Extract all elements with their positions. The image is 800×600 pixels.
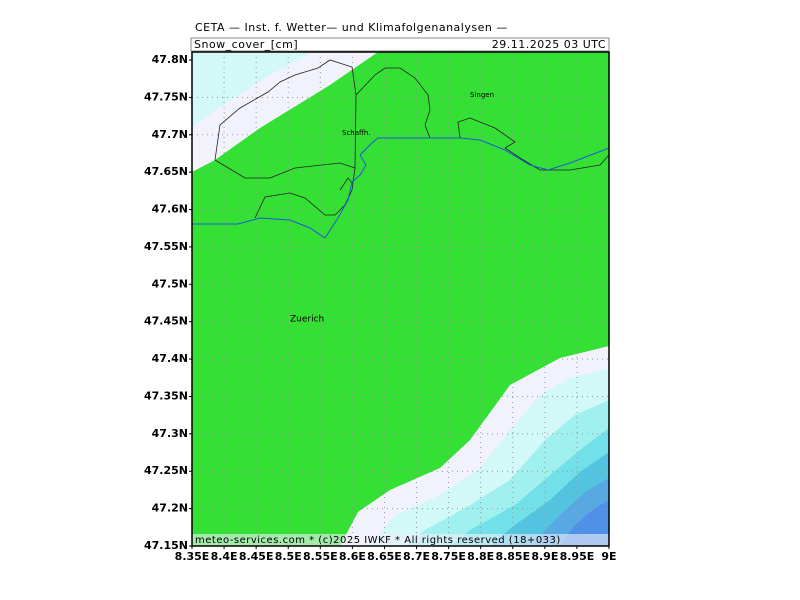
lon-label: 8.95E	[560, 550, 595, 563]
river-line	[192, 137, 610, 239]
lon-label: 8.8E	[467, 550, 494, 563]
lon-label: 8.7E	[403, 550, 430, 563]
lat-label: 47.65N	[144, 165, 188, 178]
snow-band-2	[192, 52, 312, 128]
place-label: Zuerich	[290, 315, 324, 325]
lat-label: 47.75N	[144, 90, 188, 103]
lat-label: 47.7N	[152, 128, 188, 141]
variable-label: Snow_cover_[cm]	[194, 38, 298, 51]
map-frame	[191, 51, 610, 547]
lon-label: 8.6E	[339, 550, 366, 563]
lat-label: 47.15N	[144, 539, 188, 552]
lon-label: 8.65E	[367, 550, 402, 563]
lat-label: 47.25N	[144, 464, 188, 477]
lon-label: 8.55E	[303, 550, 338, 563]
lat-label: 47.55N	[144, 240, 188, 253]
lon-label: 8.35E	[175, 550, 210, 563]
lat-label: 47.3N	[152, 427, 188, 440]
lat-label: 47.4N	[152, 352, 188, 365]
lon-label: 9E	[601, 550, 616, 563]
lat-label: 47.8N	[152, 53, 188, 66]
lon-label: 8.45E	[239, 550, 274, 563]
footer-text: meteo-services.com * (c)2025 IWKF * All …	[195, 535, 561, 546]
place-label: Schaffh.	[342, 129, 371, 137]
lon-label: 8.85E	[495, 550, 530, 563]
lon-label: 8.4E	[211, 550, 238, 563]
header-box	[190, 37, 610, 52]
lon-label: 8.9E	[531, 550, 558, 563]
lon-label: 8.5E	[275, 550, 302, 563]
lat-label: 47.6N	[152, 203, 188, 216]
lat-label: 47.35N	[144, 389, 188, 402]
lat-label: 47.45N	[144, 315, 188, 328]
datetime-label: 29.11.2025 03 UTC	[492, 38, 606, 51]
footer-box	[192, 534, 609, 546]
lat-label: 47.2N	[152, 502, 188, 515]
map-field: Singen Schaffh. Zuerich meteo-services.c…	[191, 51, 610, 547]
lon-label: 8.75E	[431, 550, 466, 563]
place-label: Singen	[470, 91, 494, 99]
header-title: CETA — Inst. f. Wetter— und Klimafolgena…	[195, 21, 508, 34]
lat-label: 47.5N	[152, 277, 188, 290]
